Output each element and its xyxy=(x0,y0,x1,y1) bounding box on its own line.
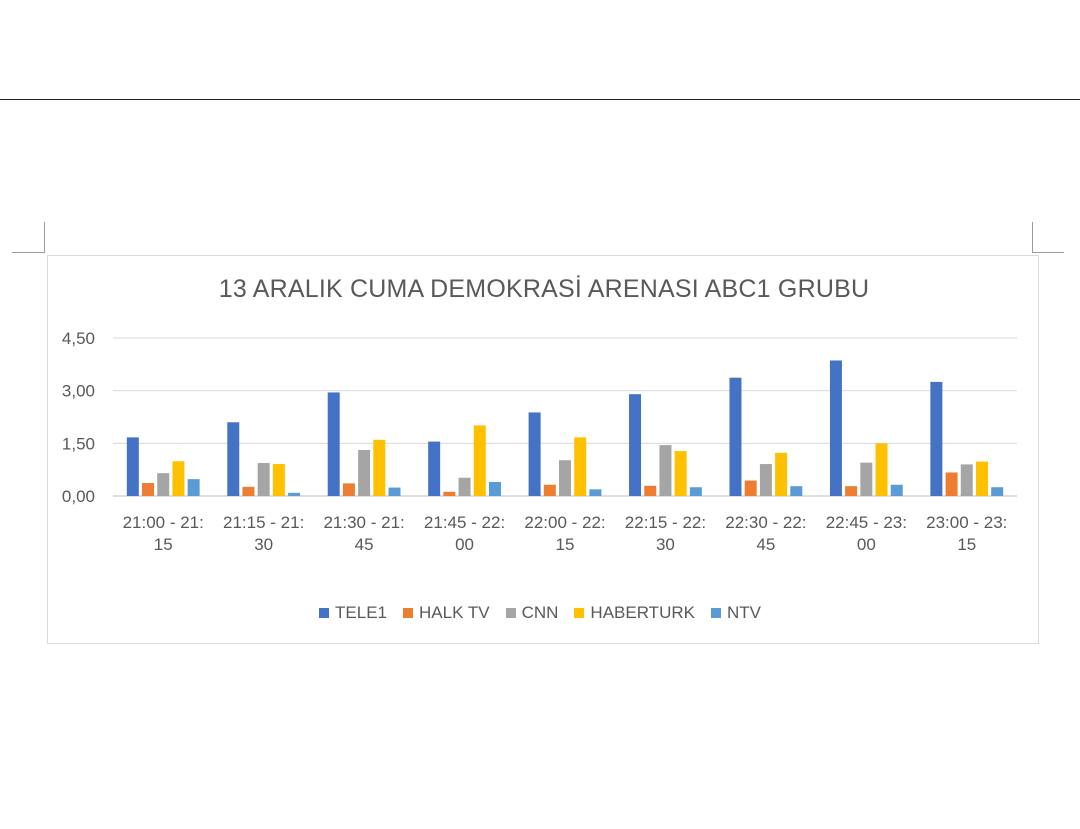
legend-label: HALK TV xyxy=(419,603,490,622)
bar-cnn xyxy=(559,460,571,496)
legend-item-halk-tv: HALK TV xyxy=(403,603,490,623)
x-tick-label: 22:00 - 22: xyxy=(524,513,605,532)
bar-ntv xyxy=(388,487,401,496)
bar-ntv xyxy=(288,492,301,496)
y-tick-label: 3,00 xyxy=(62,382,95,401)
x-tick-label: 00 xyxy=(857,535,876,554)
legend-swatch xyxy=(710,608,721,618)
bar-haberturk xyxy=(272,464,285,496)
legend-swatch xyxy=(319,608,330,618)
x-tick-label: 30 xyxy=(656,535,675,554)
x-tick-label: 45 xyxy=(756,535,775,554)
bar-halk-tv xyxy=(242,486,255,496)
bar-tele1 xyxy=(528,412,541,496)
page-top-rule xyxy=(0,99,1080,100)
bar-haberturk xyxy=(775,452,788,496)
x-tick-label: 21:45 - 22: xyxy=(424,513,505,532)
bar-haberturk xyxy=(674,451,687,496)
x-tick-label: 21:30 - 21: xyxy=(323,513,404,532)
legend-swatch xyxy=(505,608,516,618)
x-tick-label: 15 xyxy=(957,535,976,554)
chart-title: 13 ARALIK CUMA DEMOKRASİ ARENASI ABC1 GR… xyxy=(218,275,870,303)
crop-mark-right-vertical xyxy=(1032,222,1033,253)
bar-halk-tv xyxy=(644,485,657,496)
legend-item-haberturk: HABERTURK xyxy=(574,603,695,623)
bar-ntv xyxy=(991,487,1004,496)
y-tick-label: 1,50 xyxy=(62,434,95,453)
bar-haberturk xyxy=(172,461,185,496)
x-tick-label: 15 xyxy=(154,535,173,554)
bar-ntv xyxy=(589,489,602,496)
bar-ntv xyxy=(488,481,501,496)
x-tick-label: 15 xyxy=(556,535,575,554)
bar-cnn xyxy=(659,445,672,496)
bar-cnn xyxy=(257,462,270,496)
bar-tele1 xyxy=(829,360,842,496)
bar-halk-tv xyxy=(342,483,355,496)
legend-item-cnn: CNN xyxy=(505,603,559,623)
y-tick-label: 0,00 xyxy=(62,487,95,506)
bar-haberturk xyxy=(574,437,587,496)
bar-haberturk xyxy=(373,439,386,496)
bar-ntv xyxy=(689,487,702,496)
y-tick-label: 4,50 xyxy=(62,329,95,348)
bar-cnn xyxy=(860,462,873,496)
x-tick-label: 22:30 - 22: xyxy=(725,513,806,532)
bar-ntv xyxy=(890,484,903,496)
bar-ntv xyxy=(790,486,803,496)
bar-halk-tv xyxy=(443,491,456,496)
x-tick-label: 23:00 - 23: xyxy=(926,513,1007,532)
x-tick-label: 21:15 - 21: xyxy=(223,513,304,532)
bar-cnn xyxy=(759,464,772,496)
bar-tele1 xyxy=(227,422,240,496)
x-tick-label: 22:45 - 23: xyxy=(826,513,907,532)
bar-halk-tv xyxy=(142,483,155,496)
legend-item-tele1: TELE1 xyxy=(319,603,387,623)
crop-mark-right-horizontal xyxy=(1032,252,1064,253)
chart-legend: TELE1 HALK TV CNN HABERTURK NTV xyxy=(0,603,1080,623)
bar-halk-tv xyxy=(543,484,556,496)
legend-label: HABERTURK xyxy=(590,603,695,622)
bar-haberturk xyxy=(875,443,888,496)
bar-cnn xyxy=(960,464,973,496)
bar-halk-tv xyxy=(845,486,858,496)
x-tick-label: 45 xyxy=(355,535,374,554)
bar-tele1 xyxy=(126,437,139,496)
legend-swatch xyxy=(574,608,585,618)
x-tick-label: 22:15 - 22: xyxy=(625,513,706,532)
bar-tele1 xyxy=(629,394,642,496)
bar-tele1 xyxy=(428,441,441,496)
bar-ntv xyxy=(187,479,200,496)
bar-tele1 xyxy=(729,377,742,496)
crop-mark-left-horizontal xyxy=(12,252,45,253)
crop-mark-left-vertical xyxy=(44,222,45,253)
bar-tele1 xyxy=(327,392,340,496)
legend-label: TELE1 xyxy=(335,603,388,622)
bar-haberturk xyxy=(975,461,988,496)
x-tick-label: 21:00 - 21: xyxy=(123,513,204,532)
x-tick-label: 30 xyxy=(254,535,273,554)
legend-item-ntv: NTV xyxy=(710,603,761,623)
bar-cnn xyxy=(358,450,371,496)
bar-halk-tv xyxy=(945,472,958,496)
bar-tele1 xyxy=(930,381,943,496)
bar-cnn xyxy=(458,477,471,496)
legend-label: NTV xyxy=(726,603,761,622)
bar-halk-tv xyxy=(744,480,757,496)
bar-haberturk xyxy=(473,425,486,496)
chart-frame xyxy=(47,255,1039,644)
x-tick-label: 00 xyxy=(455,535,474,554)
bar-cnn xyxy=(157,473,170,496)
legend-swatch xyxy=(403,608,414,618)
legend-label: CNN xyxy=(521,603,559,622)
